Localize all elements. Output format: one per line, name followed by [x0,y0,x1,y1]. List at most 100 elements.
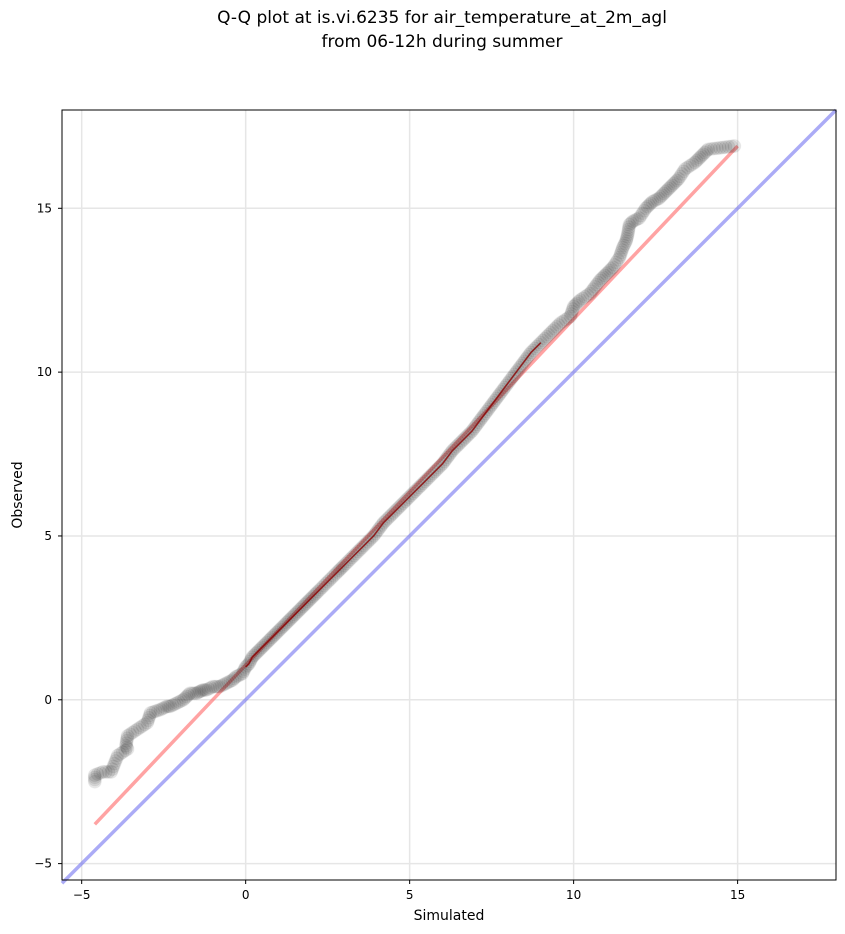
qq-point [210,679,225,694]
qq-point [176,692,191,707]
qq-point [205,679,220,694]
qq-point [618,236,633,251]
qq-point [177,691,192,706]
qq-point [203,680,218,695]
qq-point [687,155,702,170]
qq-point [573,293,588,308]
qq-point [106,759,121,774]
qq-point [551,317,566,332]
qq-point [108,753,123,768]
qq-point [120,741,135,756]
qq-point [614,245,629,260]
qq-point [143,705,158,720]
qq-point [174,693,189,708]
qq-point [545,323,560,338]
qq-point [597,268,612,283]
qq-point [704,141,719,156]
qq-point [159,699,174,714]
qq-point [119,740,134,755]
qq-point [575,291,590,306]
qq-point [192,684,207,699]
qq-point [701,142,716,157]
qq-point [541,327,556,342]
qq-point [718,140,733,155]
qq-point [181,687,196,702]
qq-point [564,306,579,321]
qq-point [658,184,673,199]
qq-point [643,196,658,211]
qq-point [537,331,552,346]
qq-point [656,186,671,201]
qq-point [194,683,209,698]
qq-point [119,733,134,748]
qq-point [589,277,604,292]
qq-point [727,139,742,154]
qq-point [612,250,627,265]
qq-point [592,273,607,288]
x-tick-label: 0 [242,888,250,902]
x-tick-label: 10 [566,888,581,902]
qq-point [110,748,125,763]
qq-point [678,161,693,176]
qq-point [565,302,580,317]
qq-point [118,738,133,753]
qq-point [633,208,648,223]
chart-title-line-1: Q-Q plot at is.vi.6235 for air_temperatu… [217,8,667,28]
qq-point [619,234,634,249]
qq-point [680,160,695,175]
qq-point [218,676,233,691]
qq-point [233,667,248,682]
qq-point [647,193,662,208]
qq-point [630,212,645,227]
qq-point [98,764,113,779]
qq-point [236,664,251,679]
qq-point [107,756,122,771]
qq-point [223,674,238,689]
qq-point [620,229,635,244]
qq-point [227,671,242,686]
qq-point [616,238,631,253]
qq-point [212,679,227,694]
qq-point [692,150,707,165]
grid [62,110,836,880]
qq-point [539,329,554,344]
qq-point [683,158,698,173]
qq-point [208,679,223,694]
qq-point [201,681,216,696]
qq-point [689,153,704,168]
ticks: −5 0 5 10 15 −5 0 5 10 15 [34,201,745,902]
qq-point [127,723,142,738]
qq-point [706,141,721,156]
qq-point [610,252,625,267]
qq-point [724,139,739,154]
qq-point [225,673,240,688]
plot-frame [61,109,837,881]
qq-point [660,183,675,198]
qq-point [125,725,140,740]
qq-point [132,720,147,735]
qq-point [583,286,598,301]
qq-point [553,315,568,330]
qq-point [216,677,231,692]
qq-point [558,312,573,327]
x-tick-label: −5 [73,888,91,902]
qq-point [697,145,712,160]
fit-line [93,144,739,826]
qq-point [189,686,204,701]
qq-point [93,765,108,780]
qq-point [621,220,636,235]
qq-point [673,169,688,184]
y-tick-label: 5 [44,529,52,543]
qq-point [674,166,689,181]
qq-point [549,319,564,334]
qq-point [185,686,200,701]
qq-point [685,157,700,172]
qq-point [141,710,156,725]
qq-point [150,703,165,718]
qq-point [676,164,691,179]
qq-point [605,260,620,275]
qq-point [163,699,178,714]
qq-point [596,270,611,285]
qq-point [113,746,128,761]
